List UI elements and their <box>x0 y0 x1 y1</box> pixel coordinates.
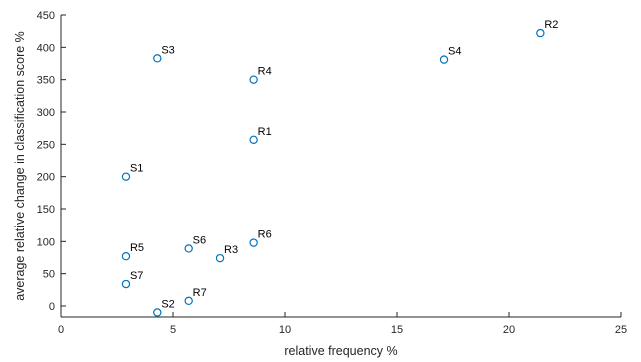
data-point-r6 <box>249 238 258 247</box>
y-ticks: 0 50 100 150 200 250 300 350 400 450 <box>37 10 66 313</box>
y-tick-label: 100 <box>37 236 55 248</box>
x-tick-label: 0 <box>58 324 64 336</box>
data-point-s7 <box>121 279 131 289</box>
x-tick-label: 10 <box>279 324 291 336</box>
x-tick-label: 25 <box>615 324 627 336</box>
point-label-s7: S7 <box>130 270 143 282</box>
axes <box>60 15 621 318</box>
point-label-s3: S3 <box>161 44 174 56</box>
data-point-s1 <box>121 172 131 181</box>
point-label-s6: S6 <box>193 234 206 246</box>
y-tick-label: 450 <box>37 10 55 22</box>
point-label-s2: S2 <box>161 298 174 310</box>
data-point-r3 <box>215 253 225 263</box>
point-label-s1: S1 <box>130 163 143 175</box>
x-axis-label: relative frequency % <box>284 344 397 358</box>
data-point-r7 <box>184 296 193 306</box>
point-label-r2: R2 <box>544 19 558 31</box>
y-tick-label: 50 <box>43 269 55 281</box>
data-point-s6 <box>184 244 193 253</box>
data-point-s3 <box>153 54 162 63</box>
y-tick-label: 200 <box>37 172 55 184</box>
point-label-r5: R5 <box>130 242 144 254</box>
point-label-r7: R7 <box>193 287 207 299</box>
point-label-r3: R3 <box>224 244 238 256</box>
x-tick-label: 20 <box>503 324 515 336</box>
point-label-s4: S4 <box>448 46 461 58</box>
data-point-r4 <box>249 75 258 84</box>
x-tick-label: 5 <box>170 324 176 336</box>
data-point-s4 <box>439 55 449 64</box>
data-points: R2 S3 S4 R4 R1 S1 R6 S6 R5 R3 S7 R7 S2 <box>121 19 558 317</box>
data-point-r5 <box>121 252 131 261</box>
x-tick-label: 15 <box>391 324 403 336</box>
y-tick-label: 250 <box>37 139 55 151</box>
point-label-r1: R1 <box>258 126 272 138</box>
y-tick-label: 150 <box>37 204 55 216</box>
point-label-r4: R4 <box>258 66 272 78</box>
data-point-r1 <box>249 135 258 145</box>
data-point-r2 <box>536 28 545 38</box>
y-tick-label: 350 <box>37 75 55 87</box>
y-tick-label: 400 <box>37 42 55 54</box>
data-point-s2 <box>153 308 162 317</box>
y-axis-label: average relative change in classificatio… <box>13 31 27 301</box>
y-tick-label: 300 <box>37 107 55 119</box>
y-tick-label: 0 <box>49 301 55 313</box>
point-label-r6: R6 <box>258 229 272 241</box>
x-ticks: 0 5 10 15 20 25 <box>58 312 627 336</box>
